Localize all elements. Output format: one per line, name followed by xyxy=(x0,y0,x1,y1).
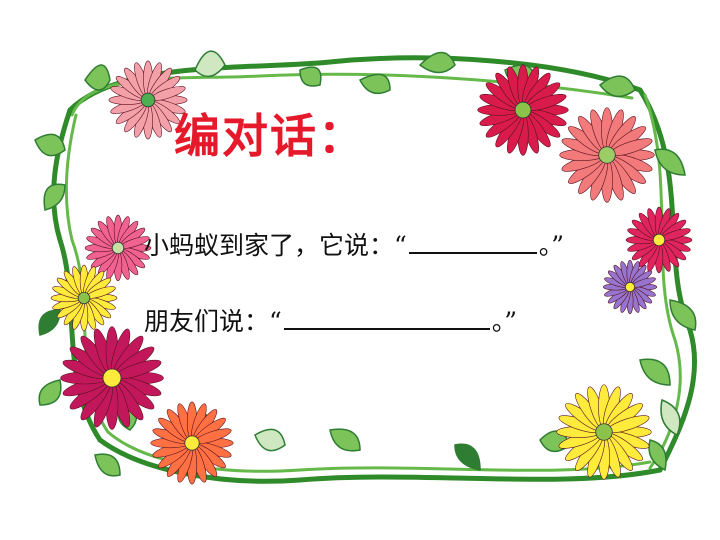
answer-blank xyxy=(283,327,490,330)
friends-prompt: 朋友们说：“ xyxy=(144,307,282,336)
leaf-icon xyxy=(84,64,111,91)
leaf-icon xyxy=(648,439,667,472)
flower-icon xyxy=(477,64,569,156)
leaf-icon xyxy=(418,51,456,74)
leaf-icon xyxy=(358,73,391,95)
flower-icon xyxy=(625,206,693,274)
leaf-icon xyxy=(669,299,697,331)
leaf-icon xyxy=(660,398,681,437)
page-title: 编对话： xyxy=(174,109,366,163)
leaf-icon xyxy=(654,148,686,176)
flower-icon xyxy=(150,401,234,485)
leaf-icon xyxy=(38,379,62,406)
leaf-icon xyxy=(34,133,66,157)
leaf-icon xyxy=(598,75,636,98)
flower-icon xyxy=(60,326,164,430)
leaf-icon xyxy=(194,50,226,78)
leaf-icon xyxy=(299,66,322,87)
flower-icon xyxy=(108,60,188,140)
flowers xyxy=(50,60,693,485)
flower-icon xyxy=(556,384,652,480)
leaf-icon xyxy=(454,443,481,471)
friends-close-quote: 。” xyxy=(491,307,518,336)
answer-blank xyxy=(408,251,537,254)
ant-prompt: 小蚂蚁到家了，它说：“ xyxy=(144,231,407,260)
ant-close-quote: 。” xyxy=(538,231,565,260)
leaf-icon xyxy=(94,453,121,477)
dialogue-line-friends: 朋友们说：“ 。” xyxy=(144,302,517,338)
leaf-icon xyxy=(38,309,61,336)
leaf-icon xyxy=(639,358,671,386)
flower-icon xyxy=(50,264,118,332)
flower-icon xyxy=(84,214,152,282)
flower-icon xyxy=(602,259,658,315)
flower-icon xyxy=(559,107,655,203)
leaf-icon xyxy=(43,183,66,211)
dialogue-line-ant: 小蚂蚁到家了，它说：“ 。” xyxy=(144,226,564,262)
leaf-icon xyxy=(329,428,361,452)
leaf-icon xyxy=(254,428,286,452)
